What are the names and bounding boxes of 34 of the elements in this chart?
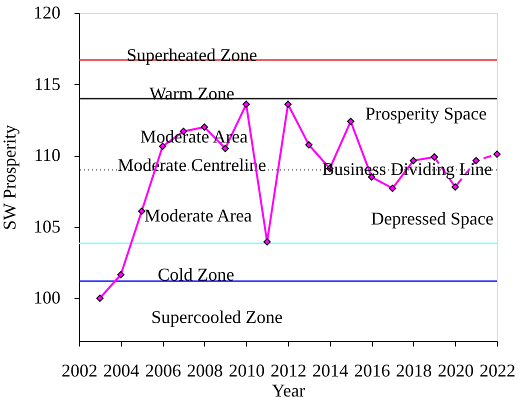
annotation: Depressed Space xyxy=(370,208,494,229)
x-tick-label: 2004 xyxy=(103,360,140,380)
point xyxy=(388,184,396,192)
x-tick-label: 2006 xyxy=(145,360,182,380)
x-tick-label: 2012 xyxy=(270,360,306,380)
point xyxy=(493,150,501,158)
x-tick-label: 2020 xyxy=(438,360,474,380)
point xyxy=(96,294,104,302)
annotation: Supercooled Zone xyxy=(151,307,283,328)
x-tick-label: 2018 xyxy=(396,360,432,380)
x-tick-label: 2014 xyxy=(312,360,348,380)
point xyxy=(305,141,313,149)
point xyxy=(284,100,292,108)
x-tick-label: 2010 xyxy=(228,360,265,380)
x-tick-label: 2002 xyxy=(62,360,98,380)
point xyxy=(242,100,250,108)
y-tick-label: 110 xyxy=(34,145,60,166)
x-tick-label: 2008 xyxy=(186,360,223,380)
x-tick-label: 2016 xyxy=(354,360,390,380)
point xyxy=(117,271,124,278)
point xyxy=(222,144,229,152)
annotation: Cold Zone xyxy=(158,264,234,284)
y-tick-label: 105 xyxy=(34,216,60,236)
point xyxy=(452,183,459,191)
y-tick-label: 100 xyxy=(34,288,60,308)
y-axis-title: SW Prosperity xyxy=(0,124,20,230)
annotation: Moderate Area xyxy=(144,205,252,226)
annotation: Prosperity Space xyxy=(365,104,487,124)
x-tick-label: 2022 xyxy=(480,360,516,380)
y-tick-label: 115 xyxy=(34,74,60,94)
point xyxy=(347,118,354,126)
x-axis-title: Year xyxy=(272,380,306,400)
y-tick-label: 120 xyxy=(34,2,60,22)
point xyxy=(263,238,271,246)
